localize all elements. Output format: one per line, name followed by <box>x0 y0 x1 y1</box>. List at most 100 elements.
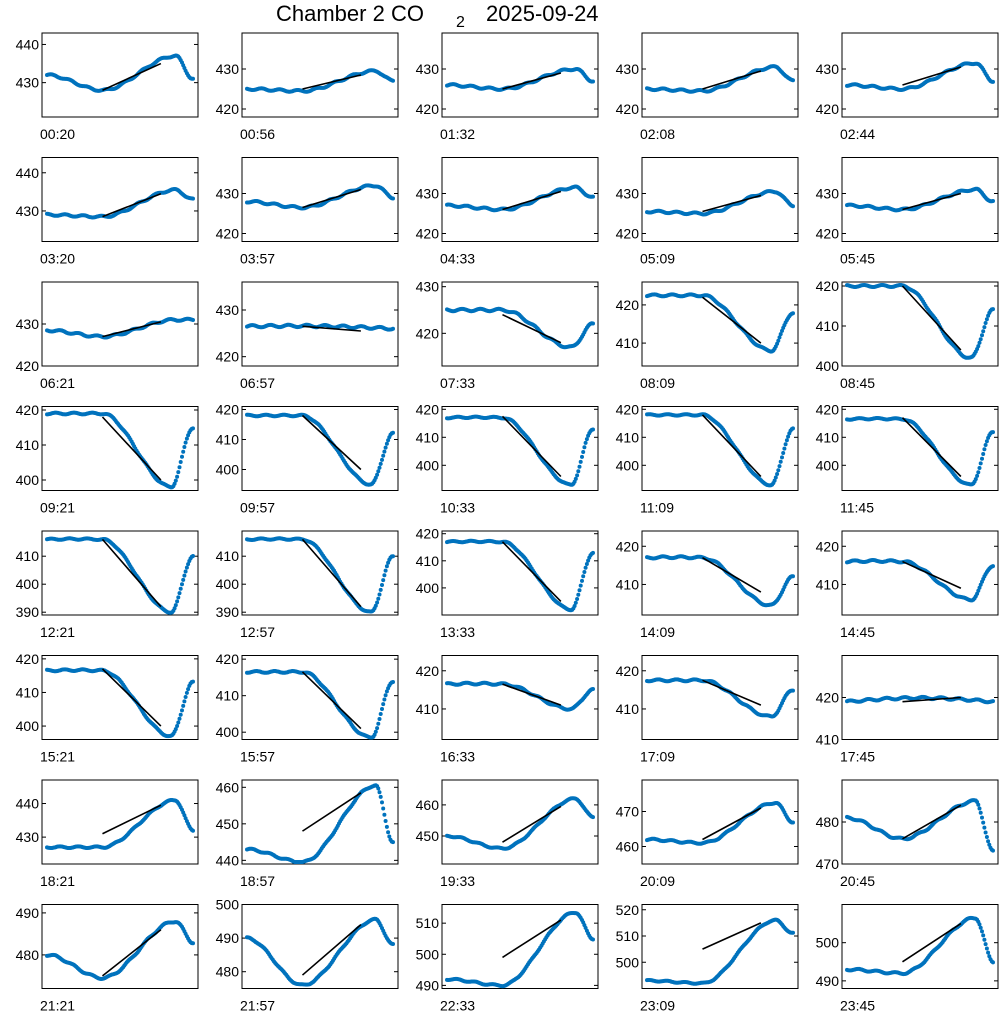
data-point <box>772 478 777 483</box>
y-tick-label: 490 <box>216 930 240 946</box>
panel-time-label: 20:09 <box>640 873 675 889</box>
data-point <box>786 434 791 439</box>
data-point <box>780 328 784 333</box>
panel-time-label: 08:45 <box>840 375 875 391</box>
y-tick-label: 400 <box>216 462 240 478</box>
y-tick-label: 410 <box>616 701 640 717</box>
y-tick-label: 420 <box>616 663 640 679</box>
y-tick-label: 400 <box>416 457 440 473</box>
y-tick-label: 390 <box>216 604 240 620</box>
data-point <box>776 338 781 343</box>
panel-time-label: 21:21 <box>40 998 75 1014</box>
y-tick-label: 430 <box>416 61 440 77</box>
data-point <box>375 600 380 605</box>
panel-time-label: 20:45 <box>840 873 875 889</box>
axes-box <box>841 530 999 616</box>
panel-time-label: 06:21 <box>40 375 75 391</box>
axes-box <box>41 406 199 491</box>
data-point <box>977 466 982 470</box>
data-point <box>591 427 595 432</box>
y-tick-label: 410 <box>216 548 240 564</box>
data-point <box>978 461 983 466</box>
panel-time-label: 11:09 <box>640 500 674 516</box>
y-tick-label: 440 <box>16 796 40 812</box>
data-point <box>191 196 195 201</box>
data-point <box>980 333 984 338</box>
data-point <box>984 835 989 839</box>
data-point <box>581 574 586 579</box>
data-point <box>181 577 186 582</box>
data-point <box>175 724 180 728</box>
y-tick-label: 400 <box>616 457 640 473</box>
data-point <box>573 476 578 481</box>
data-point <box>191 941 195 946</box>
data-point <box>391 430 395 435</box>
data-point <box>377 790 382 795</box>
y-tick-label: 420 <box>416 226 440 242</box>
panel-time-label: 10:33 <box>440 500 475 516</box>
data-point <box>791 820 795 825</box>
panel-time-label: 06:57 <box>240 375 275 391</box>
data-point <box>591 687 595 691</box>
fit-line <box>902 560 962 590</box>
panel-time-label: 03:57 <box>240 251 275 267</box>
y-tick-label: 410 <box>816 732 840 748</box>
axes-box <box>641 655 799 740</box>
y-tick-label: 430 <box>216 186 240 202</box>
data-point <box>791 204 795 209</box>
fit-line <box>702 70 762 90</box>
fit-line <box>102 62 162 92</box>
y-tick-label: 460 <box>416 797 440 813</box>
data-point <box>383 445 388 450</box>
panel-time-label: 02:08 <box>640 126 675 142</box>
data-point <box>782 446 787 451</box>
data-point <box>775 472 780 476</box>
panel-time-label: 08:09 <box>640 375 675 391</box>
data-point <box>380 457 384 462</box>
title-date: 2025-09-24 <box>486 1 599 26</box>
data-point <box>183 695 188 699</box>
data-point <box>977 340 982 345</box>
data-point <box>178 712 183 717</box>
data-point <box>380 707 384 711</box>
y-tick-label: 490 <box>416 977 440 993</box>
data-point <box>584 437 589 442</box>
y-tick-label: 480 <box>16 947 40 963</box>
y-tick-label: 420 <box>16 402 40 418</box>
data-point <box>991 699 995 704</box>
data-point <box>583 565 588 570</box>
data-point <box>378 794 383 799</box>
axes-box <box>41 32 199 118</box>
data-point <box>182 573 187 578</box>
data-point <box>978 337 983 342</box>
data-point <box>976 802 981 807</box>
data-point <box>381 578 386 583</box>
panel-time-label: 00:20 <box>40 126 75 142</box>
y-tick-label: 390 <box>16 604 40 620</box>
panel-time-label: 07:33 <box>440 375 475 391</box>
panel-time-label: 13:33 <box>440 624 475 640</box>
data-point <box>178 586 183 591</box>
y-tick-label: 480 <box>216 964 240 980</box>
y-tick-label: 410 <box>416 429 440 445</box>
data-point <box>376 469 381 474</box>
data-point <box>784 438 789 443</box>
fit-line <box>101 416 162 481</box>
data-point <box>381 806 386 811</box>
data-point <box>375 472 380 477</box>
panel-time-label: 00:56 <box>240 126 275 142</box>
data-point <box>176 595 181 600</box>
data-point <box>383 568 388 573</box>
